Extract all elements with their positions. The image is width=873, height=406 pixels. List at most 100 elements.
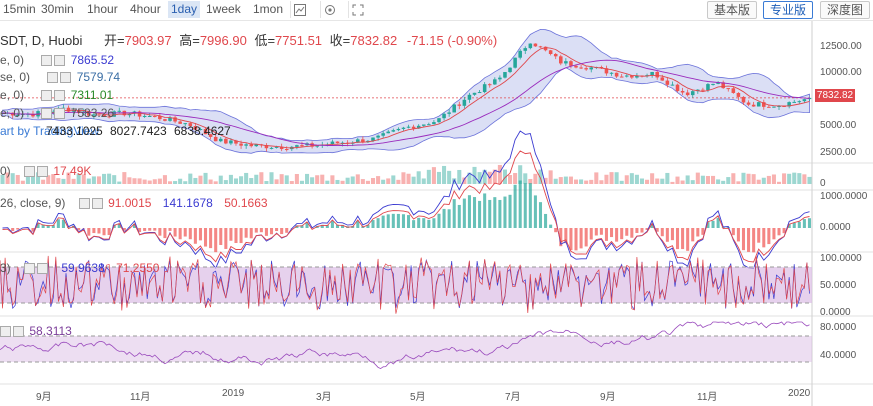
rsi-close-icon[interactable] <box>13 326 24 338</box>
volume-bar <box>472 166 477 184</box>
volume-bar <box>589 179 594 184</box>
candle-body <box>274 146 279 148</box>
volume-bar <box>568 176 573 184</box>
volume-bar <box>695 172 700 184</box>
macd-settings-icon[interactable] <box>78 198 90 210</box>
view-pro-button[interactable]: 专业版 <box>763 1 814 19</box>
ma4-settings-icon[interactable] <box>41 108 53 120</box>
interval-1hour[interactable]: 1hour <box>87 2 118 16</box>
volume-bar <box>492 169 497 184</box>
macd-histogram-bar <box>488 199 492 228</box>
candle-body <box>107 116 111 118</box>
ma3-settings-icon[interactable] <box>41 90 53 102</box>
macd-histogram-bar <box>437 213 441 228</box>
interval-30min[interactable]: 30min <box>41 2 74 16</box>
ma1-close-icon[interactable] <box>54 55 66 67</box>
candle-body <box>690 91 695 96</box>
volume-close-icon[interactable] <box>37 166 49 178</box>
candle-body <box>513 57 517 68</box>
candle-body <box>772 106 776 108</box>
bb-upper-value: 8027.7423 <box>110 124 167 138</box>
candle-body <box>168 117 172 121</box>
interval-15min[interactable]: 15min <box>3 2 36 16</box>
macd-histogram-bar <box>259 228 263 233</box>
candle-body <box>574 65 578 68</box>
candle-body <box>665 80 670 85</box>
ma2-close-icon[interactable] <box>60 72 72 84</box>
view-basic-button[interactable]: 基本版 <box>707 1 758 19</box>
candle-body <box>21 113 25 115</box>
price-chart[interactable] <box>0 21 873 406</box>
macd-histogram-bar <box>427 219 431 228</box>
volume-bar <box>528 178 533 184</box>
rsi-settings-icon[interactable] <box>0 326 11 338</box>
volume-bar <box>700 175 705 184</box>
fullscreen-icon[interactable] <box>348 1 367 18</box>
macd-tick: 1000.0000 <box>820 191 868 202</box>
volume-bar <box>345 177 350 184</box>
volume-bar <box>721 180 726 184</box>
macd-histogram-bar <box>574 228 578 251</box>
volume-bar <box>584 180 589 184</box>
indicator-icon[interactable] <box>290 1 309 18</box>
candle-body <box>589 67 594 70</box>
kdj-settings-icon[interactable] <box>24 263 36 275</box>
macd-histogram-bar <box>472 197 477 228</box>
macd-histogram-bar <box>523 183 527 228</box>
candle-body <box>102 114 106 117</box>
settings-icon[interactable] <box>320 1 339 18</box>
volume-bar <box>741 172 746 184</box>
macd-histogram-bar <box>797 221 801 228</box>
kdj-close-icon[interactable] <box>37 263 49 275</box>
interval-1day[interactable]: 1day <box>168 1 201 18</box>
macd-histogram-bar <box>31 228 35 232</box>
interval-1week[interactable]: 1week <box>206 2 241 16</box>
ma1-settings-icon[interactable] <box>41 55 53 67</box>
macd-histogram-bar <box>650 223 654 228</box>
macd-histogram-bar <box>483 193 487 228</box>
macd-histogram-bar <box>422 218 426 228</box>
candle-body <box>569 61 573 66</box>
macd-histogram-bar <box>579 228 583 249</box>
macd-histogram-bar <box>752 228 756 253</box>
volume-bar <box>233 178 239 184</box>
volume-bar <box>467 172 472 184</box>
macd-histogram-bar <box>356 220 360 228</box>
macd-histogram-bar <box>102 228 106 236</box>
macd-histogram-bar <box>366 224 370 228</box>
volume-bar <box>746 173 751 184</box>
volume-bar <box>650 173 655 184</box>
ma3-close-icon[interactable] <box>54 90 66 102</box>
candle-body <box>234 140 238 144</box>
interval-4hour[interactable]: 4hour <box>130 2 161 16</box>
macd-histogram-bar <box>269 228 274 235</box>
macd-histogram-bar <box>56 219 60 228</box>
macd-histogram-bar <box>533 195 537 228</box>
macd-histogram-bar <box>544 213 548 228</box>
candle-body <box>553 54 558 57</box>
candle-body <box>680 90 685 93</box>
macd-histogram-bar <box>229 228 233 241</box>
macd-histogram-bar <box>467 195 471 228</box>
candle-body <box>604 68 609 74</box>
volume-bar <box>386 178 391 184</box>
macd-histogram-bar <box>559 228 563 247</box>
macd-close-icon[interactable] <box>91 198 103 210</box>
macd-histogram-bar <box>696 228 700 237</box>
volume-bar <box>599 180 604 184</box>
macd-histogram-bar <box>204 228 208 247</box>
interval-1mon[interactable]: 1mon <box>253 2 284 16</box>
ma4-close-icon[interactable] <box>54 108 66 120</box>
ma2-name: se, 0) <box>0 70 31 84</box>
volume-settings-icon[interactable] <box>24 166 36 178</box>
macd-histogram-bar <box>51 225 55 228</box>
macd-histogram-bar <box>417 217 421 228</box>
volume-bar <box>269 172 274 184</box>
volume-bar <box>274 179 279 184</box>
candle-body <box>584 68 588 70</box>
macd-histogram-bar <box>554 228 558 233</box>
candle-body <box>300 145 304 147</box>
ma2-settings-icon[interactable] <box>47 72 59 84</box>
view-depth-button[interactable]: 深度图 <box>820 1 871 19</box>
candle-body <box>61 107 66 109</box>
